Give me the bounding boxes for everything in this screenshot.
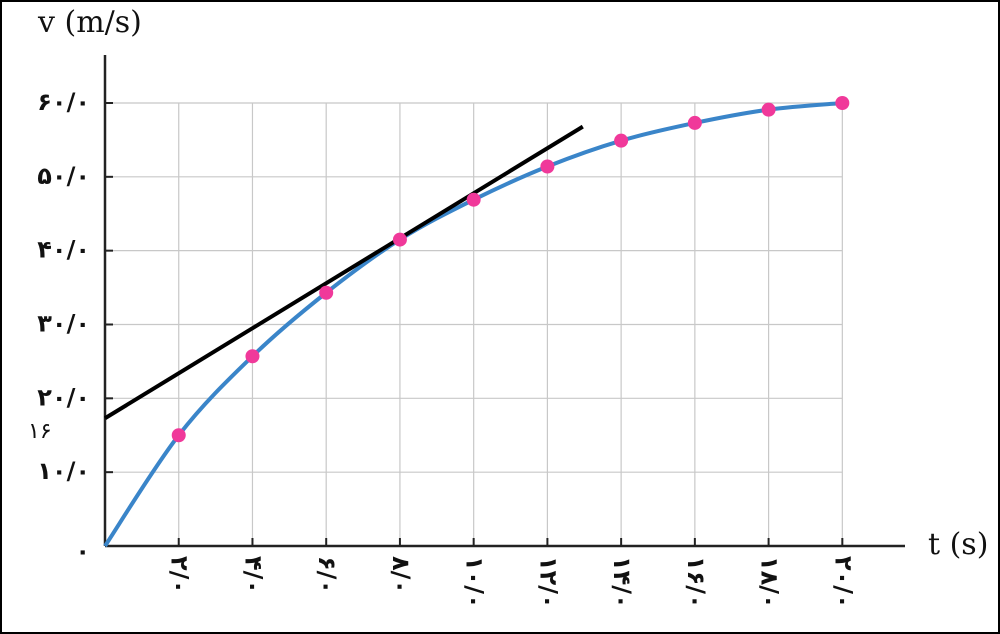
x-tick-label: ۲/۰ xyxy=(166,556,194,594)
y-tick-label: ۲۰/۰ xyxy=(37,383,90,411)
data-point xyxy=(761,102,776,117)
x-tick-label: ۱۴/۰ xyxy=(608,556,636,609)
x-tick-label: ۲۰/۰ xyxy=(829,556,857,609)
y-tick-label: ۶۰/۰ xyxy=(37,88,90,116)
data-point xyxy=(540,159,555,174)
data-point xyxy=(392,232,407,247)
y-tick-label: ۴۰/۰ xyxy=(37,236,90,264)
x-tick-label: ۴/۰ xyxy=(239,556,267,594)
x-tick-label: ۸/۰ xyxy=(387,556,415,594)
x-tick-label: ۶/۰ xyxy=(313,556,341,594)
data-point xyxy=(687,115,702,130)
data-point xyxy=(466,192,481,207)
data-point xyxy=(245,349,260,364)
curve xyxy=(103,101,843,548)
y-tick-label: ۵۰/۰ xyxy=(37,162,90,190)
x-tick-label: ۱۸/۰ xyxy=(756,556,784,609)
y-tick-label: ۱۰/۰ xyxy=(37,457,90,485)
annotation: ۱۶ xyxy=(28,419,52,444)
y-tick-label: ۰ xyxy=(75,537,90,565)
y-tick-label: ۳۰/۰ xyxy=(37,309,90,337)
x-tick-label: ۱۶/۰ xyxy=(682,556,710,609)
data-point xyxy=(835,95,850,110)
data-point xyxy=(614,133,629,148)
x-tick-label: ۱۲/۰ xyxy=(534,556,562,609)
x-tick-label: ۱۰/۰ xyxy=(461,556,489,609)
data-point xyxy=(319,285,334,300)
tangent-line xyxy=(103,124,584,420)
data-point xyxy=(171,428,186,443)
x-axis-label: t (s) xyxy=(928,527,988,562)
y-axis-label: v (m/s) xyxy=(37,5,142,40)
